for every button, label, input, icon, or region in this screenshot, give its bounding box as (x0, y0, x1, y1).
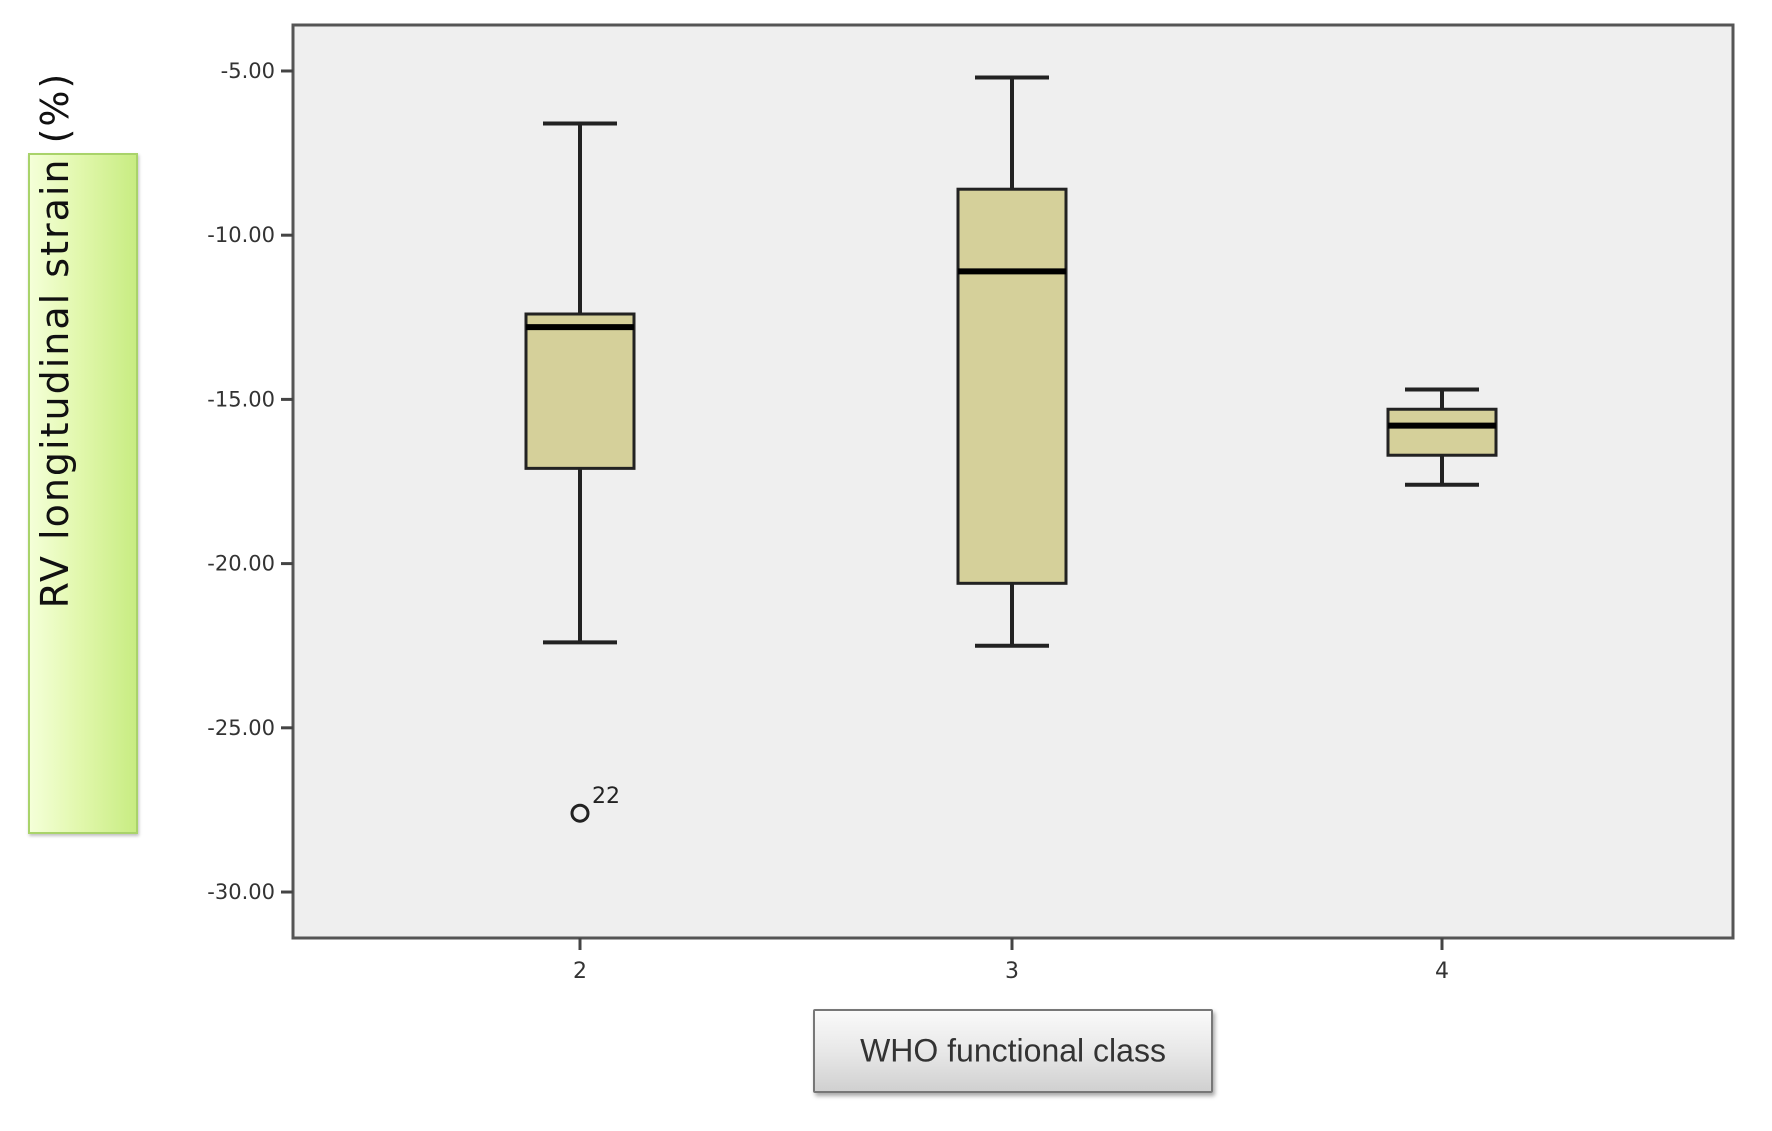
y-tick-label: -30.00 (207, 880, 275, 904)
y-tick-label: -25.00 (207, 716, 275, 740)
box-iqr (524, 312, 636, 470)
y-axis: -5.00 -10.00 -15.00 -20.00 -25.00 -30.00 (207, 59, 293, 904)
x-tick-label: 4 (1435, 959, 1449, 984)
y-tick-label: -5.00 (221, 59, 275, 83)
boxes-group (524, 75, 1498, 648)
y-axis-title: RV longitudinal strain (%) (33, 71, 77, 609)
x-axis-title-box: WHO functional class (813, 1009, 1213, 1093)
box-category-2 (524, 121, 636, 645)
box-category-3 (956, 75, 1068, 648)
x-axis-title: WHO functional class (860, 1032, 1166, 1069)
box-category-4 (1386, 387, 1498, 487)
y-tick-label: -10.00 (207, 223, 275, 247)
x-axis: 2 3 4 (573, 938, 1449, 984)
outlier-label: 22 (592, 784, 620, 809)
y-axis-title-box (28, 153, 138, 834)
outliers-group: 22 (570, 784, 620, 823)
box-iqr (1386, 407, 1498, 457)
y-tick-label: -20.00 (207, 552, 275, 576)
y-tick-label: -15.00 (207, 387, 275, 411)
x-tick-label: 2 (573, 959, 587, 984)
outlier-point (570, 803, 590, 823)
box-iqr (956, 187, 1068, 585)
x-tick-label: 3 (1005, 959, 1019, 984)
